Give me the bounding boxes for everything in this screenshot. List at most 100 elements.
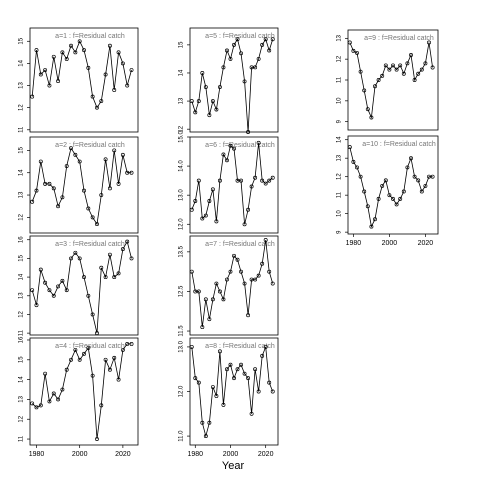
data-point [107,367,112,372]
data-point [69,146,73,151]
y-tick-label: 15 [179,41,185,48]
data-point [210,99,215,104]
data-point [103,275,108,280]
data-point [419,189,424,194]
series-line [31,343,132,440]
data-point [125,239,130,244]
data-point [355,50,359,55]
y-tick-label: 12 [19,104,25,111]
data-point [398,196,403,201]
data-point [267,48,272,53]
data-point [427,174,431,179]
data-point [60,387,65,392]
data-point [225,277,229,282]
y-tick-label: 13 [337,154,343,161]
data-point [214,281,219,286]
data-point [34,303,39,308]
y-tick-label: 13 [19,292,25,299]
y-tick-label: 11.0 [179,430,185,442]
data-point [239,269,243,274]
data-point [376,78,381,82]
data-point [125,83,130,88]
data-point [47,288,52,293]
data-point [380,73,385,78]
data-point [355,165,359,170]
data-point [43,181,48,186]
y-tick-label: 11.5 [179,325,185,337]
data-point [376,196,381,201]
data-point [73,347,78,352]
data-point [116,271,121,276]
data-point [387,193,392,198]
data-point [253,367,258,372]
data-point [210,385,215,389]
data-point [260,261,265,266]
data-point [217,85,222,89]
series-line [191,239,274,328]
data-point [99,403,104,408]
data-point [47,181,52,186]
panel-frame [347,135,439,235]
data-point [60,50,65,55]
x-tick-label: 2000 [382,240,398,247]
data-point [193,376,198,381]
data-point [30,288,35,293]
data-point [221,402,226,407]
y-tick-label: 12 [19,310,25,317]
y-tick-label: 12.5 [179,285,185,297]
y-tick-label: 15 [19,254,25,261]
data-point [99,193,104,197]
data-point [103,72,108,77]
data-point [30,199,35,204]
data-point [362,189,367,194]
data-point [99,99,104,103]
series-line [191,38,274,133]
x-tick-label: 1980 [187,451,203,458]
data-point [373,217,377,222]
data-point [95,331,99,336]
data-point [260,42,265,47]
data-point [125,341,130,346]
data-point [95,437,99,442]
data-point [95,222,99,227]
data-point [77,39,82,44]
y-tick-label: 13.0 [179,189,185,201]
data-point [60,278,65,283]
y-tick-label: 14.0 [179,160,185,172]
data-point [253,175,258,180]
data-point [43,280,48,285]
data-point [210,187,215,192]
data-point [200,216,205,221]
data-point [73,250,78,255]
data-point [270,389,275,394]
data-point [225,367,229,372]
data-point [221,65,226,70]
data-point [383,178,388,183]
panel-title: a=4 : f=Residual catch [55,343,125,350]
y-tick-label: 13 [19,191,25,198]
data-point [267,380,272,385]
data-point [398,63,403,68]
data-point [221,152,226,157]
data-point [270,281,275,286]
data-point [103,157,108,162]
data-point [362,88,367,93]
data-point [112,275,117,280]
data-point [430,65,435,70]
data-point [95,105,99,110]
data-point [107,186,112,191]
data-point [51,186,56,191]
data-point [116,50,121,55]
data-point [232,253,236,258]
data-point [86,206,91,211]
y-tick-label: 12 [19,213,25,220]
data-point [232,42,236,47]
data-point [394,67,399,72]
data-point [64,367,69,372]
y-tick-label: 14 [19,273,25,280]
data-point [253,65,258,70]
data-point [86,345,91,350]
data-point [394,202,399,207]
data-point [239,178,243,183]
x-axis-label: Year [222,460,245,472]
